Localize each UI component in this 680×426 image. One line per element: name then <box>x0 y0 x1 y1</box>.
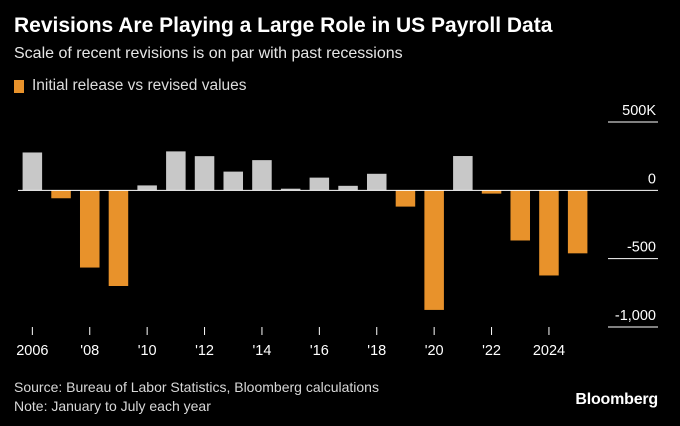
bar-2012 <box>194 156 215 191</box>
legend-label: Initial release vs revised values <box>32 77 247 94</box>
bar-2025 <box>567 190 588 254</box>
x-tick-label: '10 <box>138 343 157 359</box>
bar-2021 <box>453 156 473 191</box>
bloomberg-logo: Bloomberg <box>575 391 658 408</box>
chart-title: Revisions Are Playing a Large Role in US… <box>14 14 553 37</box>
bar-2006 <box>22 152 43 191</box>
x-axis: 2006 '08 '10 '12 '14 '16 '18 '20 '22 2024 <box>16 327 565 359</box>
bar-2008 <box>79 190 100 268</box>
x-tick-label: '18 <box>367 343 386 359</box>
bar-2011 <box>166 151 186 191</box>
bar-2015 <box>280 188 301 191</box>
bar-2009 <box>108 190 129 286</box>
bar-2023 <box>510 190 531 241</box>
bar-2019 <box>395 190 416 207</box>
bar-2007 <box>51 190 71 199</box>
bar-2018 <box>366 173 387 191</box>
bar-2017 <box>338 185 358 191</box>
bar-2020 <box>424 190 444 310</box>
bar-2013 <box>223 171 244 191</box>
y-tick-label: 500K <box>622 103 656 119</box>
grid-lines <box>608 121 658 328</box>
legend: Initial release vs revised values <box>14 77 247 95</box>
x-tick-label: 2024 <box>533 343 565 359</box>
footnotes: Source: Bureau of Labor Statistics, Bloo… <box>14 378 379 416</box>
bars <box>22 151 588 310</box>
x-tick-label: '20 <box>425 343 444 359</box>
x-tick-label: '16 <box>310 343 329 359</box>
y-tick-label: 0 <box>648 171 656 187</box>
note-text: Note: January to July each year <box>14 398 211 414</box>
chart-subtitle: Scale of recent revisions is on par with… <box>14 45 403 62</box>
y-tick-label: -1,000 <box>615 308 656 324</box>
x-tick-label: 2006 <box>16 343 48 359</box>
source-note: Source: Bureau of Labor Statistics, Bloo… <box>14 379 379 395</box>
y-tick-label: -500 <box>627 240 656 256</box>
bar-2022 <box>481 190 502 194</box>
x-tick-label: '08 <box>80 343 99 359</box>
bar-2016 <box>309 177 330 191</box>
bar-2010 <box>137 185 157 191</box>
bar-2014 <box>252 160 272 191</box>
y-axis-labels: 500K 0 -500 -1,000 <box>615 103 656 324</box>
bar-2024 <box>539 190 559 276</box>
legend-swatch <box>14 79 24 93</box>
x-tick-label: '14 <box>252 343 271 359</box>
x-tick-label: '22 <box>482 343 501 359</box>
x-tick-label: '12 <box>195 343 214 359</box>
